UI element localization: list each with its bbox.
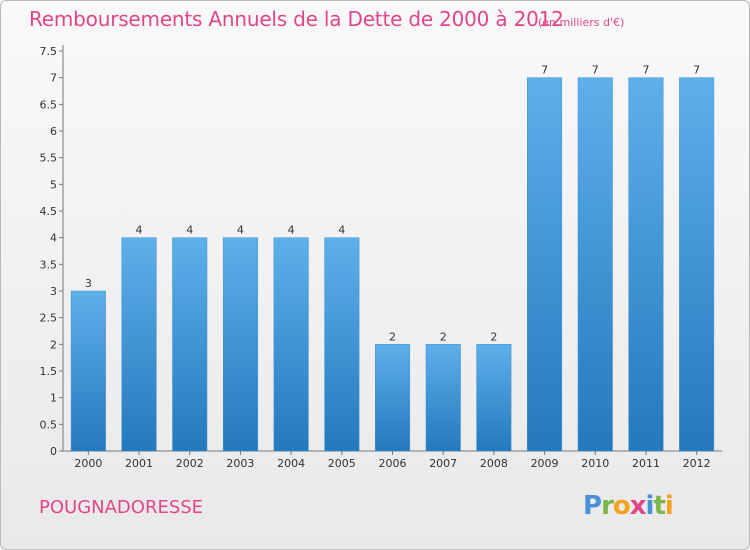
y-tick-label: 1: [50, 392, 57, 405]
bar-2002: [172, 237, 208, 452]
x-tick-label-2005: 2005: [328, 457, 356, 470]
bar-2009: [527, 77, 563, 452]
bar-2004: [273, 237, 309, 452]
x-tick-label-2011: 2011: [632, 457, 660, 470]
bar-2003: [222, 237, 258, 452]
bar-2012: [679, 77, 715, 452]
x-tick-label-2003: 2003: [226, 457, 254, 470]
y-tick-label: 6: [50, 125, 57, 138]
logo-letter: x: [629, 491, 647, 521]
logo-letter: o: [612, 491, 631, 521]
chart-subtitle: (en milliers d'€): [538, 16, 625, 29]
x-tick-label-2000: 2000: [74, 457, 102, 470]
bar-2005: [324, 237, 360, 452]
data-label-2004: 4: [288, 224, 295, 237]
data-label-2002: 4: [186, 224, 193, 237]
logo-letter: i: [664, 491, 674, 521]
y-tick-label: 4: [50, 232, 57, 245]
bar-2000: [70, 290, 106, 452]
data-label-2006: 2: [389, 330, 396, 343]
data-label-2003: 4: [237, 224, 244, 237]
data-label-2001: 4: [136, 224, 143, 237]
bar-2001: [121, 237, 157, 452]
y-tick-label: 4.5: [40, 205, 58, 218]
data-label-2011: 7: [642, 64, 649, 77]
data-label-2000: 3: [85, 277, 92, 290]
x-tick-label-2002: 2002: [176, 457, 204, 470]
y-tick-label: 2: [50, 338, 57, 351]
x-tick-label-2010: 2010: [581, 457, 609, 470]
data-label-2012: 7: [693, 64, 700, 77]
x-tick-label-2012: 2012: [683, 457, 711, 470]
y-tick-label: 0.5: [40, 418, 58, 431]
proxiti-logo: Proxiti: [583, 491, 674, 521]
y-tick-label: 7.5: [40, 45, 58, 58]
logo-letter: t: [653, 491, 665, 521]
chart-title: Remboursements Annuels de la Dette de 20…: [29, 7, 564, 31]
data-label-2009: 7: [541, 64, 548, 77]
bar-2010: [577, 77, 613, 452]
x-tick-label-2001: 2001: [125, 457, 153, 470]
y-tick-label: 3: [50, 285, 57, 298]
commune-name: POUGNADORESSE: [39, 497, 204, 518]
y-tick-label: 6.5: [40, 98, 58, 111]
x-tick-label-2008: 2008: [480, 457, 508, 470]
logo-letter: r: [601, 491, 614, 521]
y-tick-label: 1.5: [40, 365, 58, 378]
x-tick-label-2007: 2007: [429, 457, 457, 470]
data-label-2007: 2: [440, 330, 447, 343]
y-tick-label: 5.5: [40, 152, 58, 165]
data-label-2008: 2: [490, 330, 497, 343]
logo-letter: i: [645, 491, 655, 521]
data-label-2005: 4: [338, 224, 345, 237]
y-tick-label: 3.5: [40, 258, 58, 271]
y-tick-label: 7: [50, 72, 57, 85]
y-tick-label: 0: [50, 445, 57, 458]
data-label-2010: 7: [592, 64, 599, 77]
y-tick-label: 5: [50, 178, 57, 191]
y-tick-label: 2.5: [40, 312, 58, 325]
x-tick-label-2009: 2009: [531, 457, 559, 470]
bar-2007: [425, 344, 461, 452]
logo-letter: P: [583, 491, 602, 521]
bar-2008: [476, 344, 512, 452]
x-tick-label-2006: 2006: [379, 457, 407, 470]
x-tick-label-2004: 2004: [277, 457, 305, 470]
bar-2011: [628, 77, 664, 452]
bar-2006: [375, 344, 411, 452]
